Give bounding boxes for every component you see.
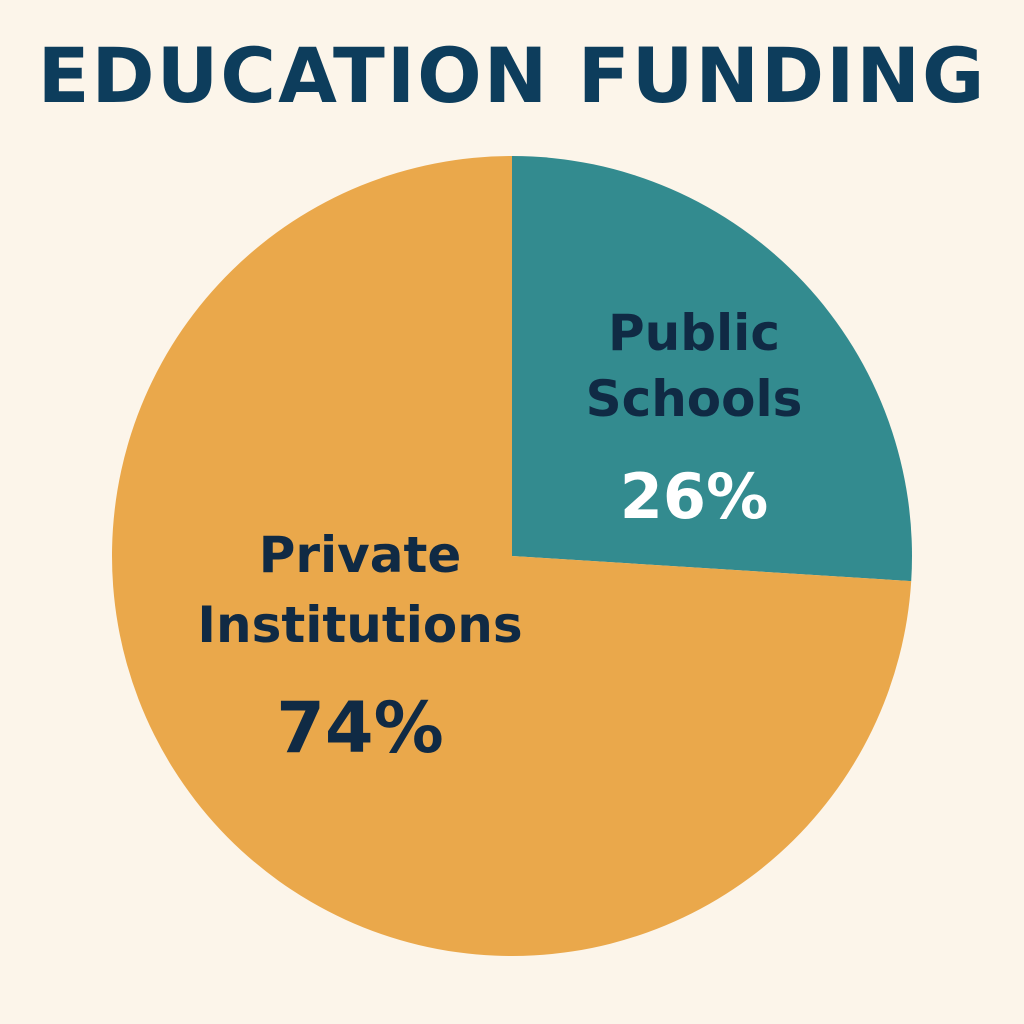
chart-title: EDUCATION FUNDING [37, 31, 987, 120]
slice-value-private-institutions: 74% [276, 687, 444, 769]
slice-label-private-institutions-line-2: Institutions [197, 596, 522, 654]
slice-label-public-schools-line-2: Schools [586, 370, 803, 428]
slice-value-public-schools: 26% [620, 460, 768, 533]
slice-label-private-institutions-line-1: Private [259, 526, 462, 584]
pie-slice-public-schools [512, 156, 913, 582]
pie-slice-private-institutions [111, 156, 912, 956]
slice-label-public-schools-line-1: Public [608, 304, 780, 362]
